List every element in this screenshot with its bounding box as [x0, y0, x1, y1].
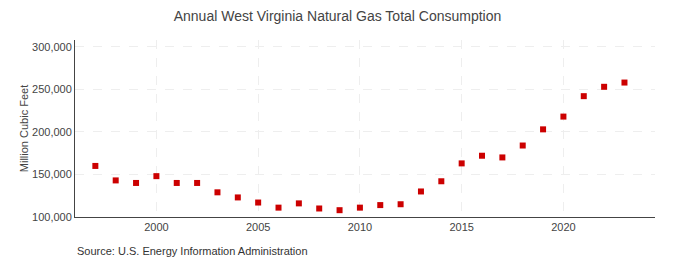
- svg-text:Source: U.S. Energy Informatio: Source: U.S. Energy Information Administ…: [77, 245, 308, 257]
- svg-text:200,000: 200,000: [32, 126, 72, 138]
- svg-text:2020: 2020: [551, 221, 575, 233]
- svg-text:2005: 2005: [246, 221, 270, 233]
- svg-text:2015: 2015: [449, 221, 473, 233]
- svg-text:150,000: 150,000: [32, 168, 72, 180]
- svg-text:250,000: 250,000: [32, 83, 72, 95]
- svg-text:2000: 2000: [144, 221, 168, 233]
- svg-text:Million Cubic Feet: Million Cubic Feet: [18, 85, 30, 172]
- svg-text:Annual West Virginia Natural G: Annual West Virginia Natural Gas Total C…: [174, 8, 502, 24]
- svg-text:300,000: 300,000: [32, 41, 72, 53]
- svg-text:100,000: 100,000: [32, 211, 72, 223]
- svg-text:2010: 2010: [348, 221, 372, 233]
